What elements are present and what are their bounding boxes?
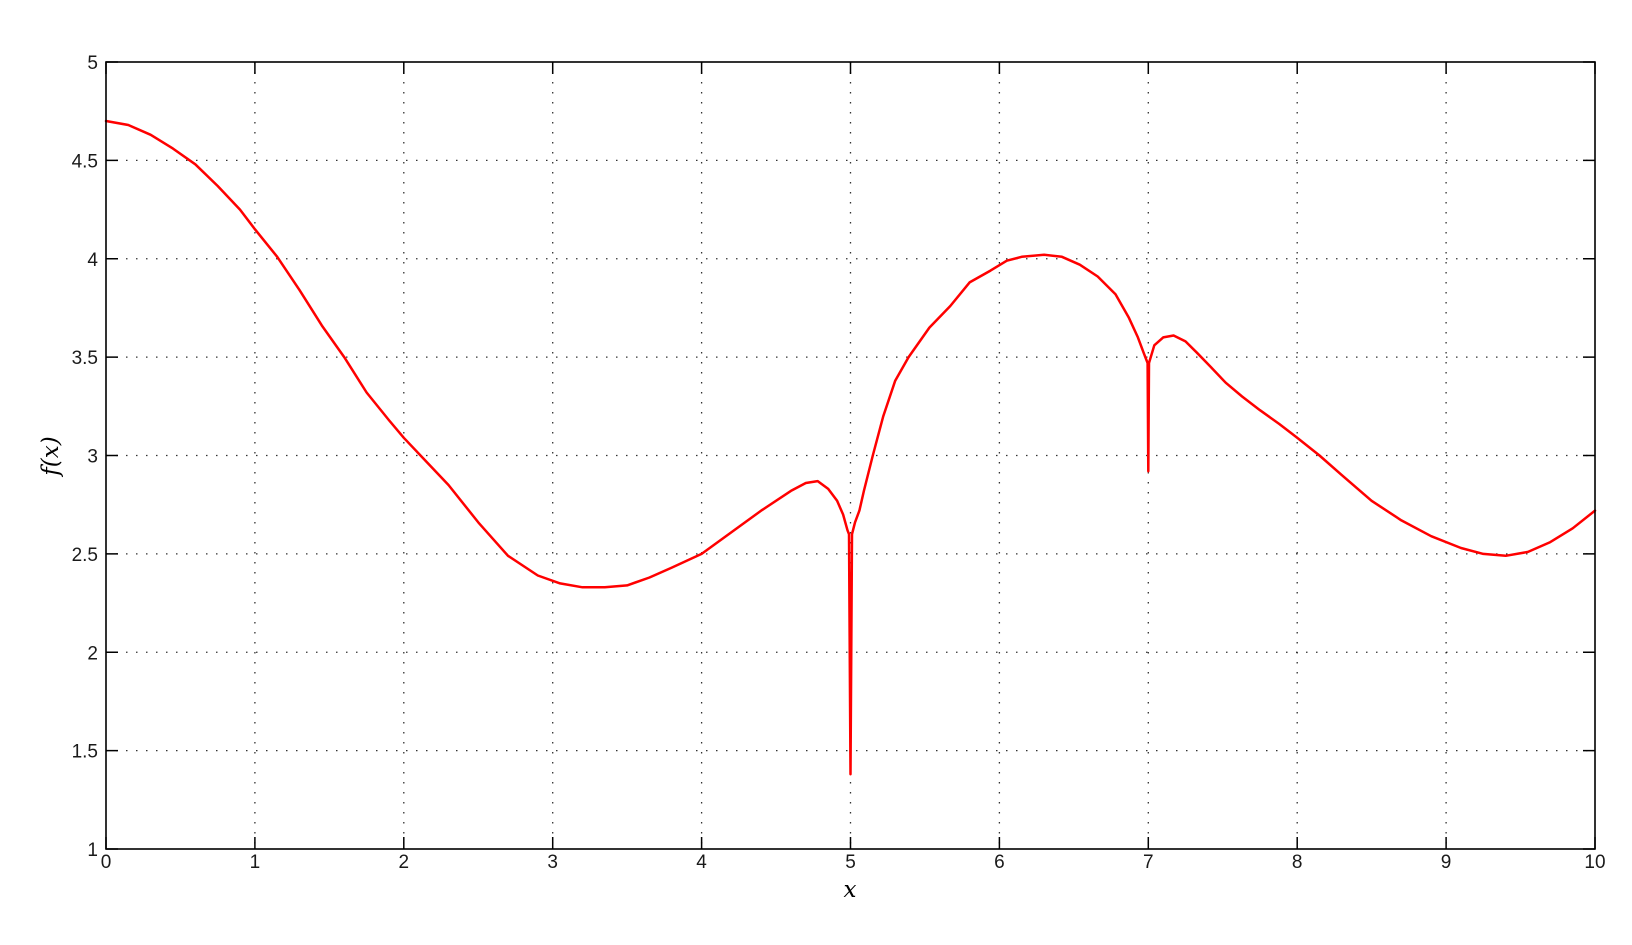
- x-tick-label: 10: [1584, 852, 1605, 873]
- x-tick-label: 0: [101, 852, 112, 873]
- y-tick-label: 2.5: [72, 545, 98, 566]
- x-tick-label: 5: [845, 852, 856, 873]
- x-axis-label: x: [844, 877, 857, 903]
- y-tick-label: 2: [87, 643, 98, 664]
- function-curve: [104, 119, 1597, 776]
- x-tick-label: 8: [1292, 852, 1303, 873]
- x-tick-label: 1: [250, 852, 261, 873]
- y-tick-label: 1.5: [72, 742, 98, 763]
- x-tick-label: 2: [399, 852, 410, 873]
- y-axis-label: f(x): [38, 436, 64, 477]
- y-tick-label: 4.5: [72, 151, 98, 172]
- y-tick-label: 3.5: [72, 348, 98, 369]
- grid-layer: [106, 62, 1595, 849]
- y-tick-label: 1: [87, 840, 98, 861]
- x-tick-label: 6: [994, 852, 1005, 873]
- y-tick-label: 3: [87, 447, 98, 468]
- x-tick-label: 7: [1143, 852, 1154, 873]
- x-tick-label: 9: [1441, 852, 1452, 873]
- y-tick-label: 4: [87, 250, 98, 271]
- x-tick-label: 4: [696, 852, 707, 873]
- tick-marks-layer: [105, 61, 1596, 850]
- x-tick-label: 3: [547, 852, 558, 873]
- y-tick-label: 5: [87, 53, 98, 74]
